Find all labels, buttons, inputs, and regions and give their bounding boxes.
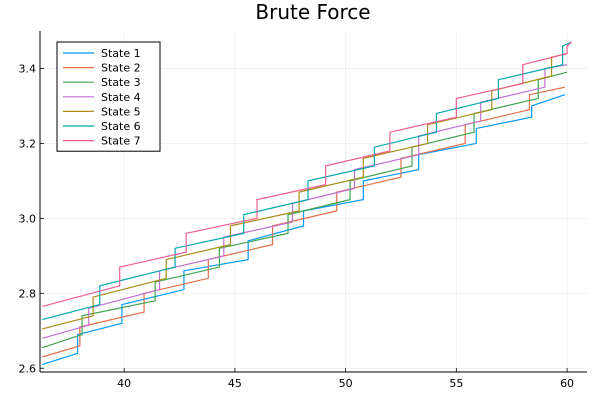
legend-label-state-3: State 3 [101, 76, 141, 89]
x-tick-label: 45 [228, 377, 242, 390]
legend-label-state-6: State 6 [101, 120, 141, 133]
tick-labels: 40 45 50 55 60 2.6 2.8 3.0 3.2 3.4 [19, 62, 575, 390]
y-tick-label: 2.8 [19, 287, 37, 300]
y-tick-label: 3.4 [19, 62, 37, 75]
y-tick-label: 2.6 [19, 362, 37, 375]
x-tick-label: 55 [449, 377, 463, 390]
y-tick-label: 3.0 [19, 212, 37, 225]
plot-area [42, 41, 572, 366]
axes [39, 31, 587, 373]
x-tick-label: 40 [117, 377, 131, 390]
legend-label-state-7: State 7 [101, 135, 141, 148]
legend-label-state-2: State 2 [101, 62, 141, 75]
series-line-state-6 [42, 41, 572, 321]
x-tick-label: 50 [339, 377, 353, 390]
legend-label-state-1: State 1 [101, 47, 141, 60]
legend-label-state-5: State 5 [101, 105, 141, 118]
y-tick-label: 3.2 [19, 137, 37, 150]
chart-title: Brute Force [255, 0, 370, 24]
legend-label-state-4: State 4 [101, 91, 141, 104]
series-line-state-7 [42, 41, 572, 307]
x-tick-label: 60 [560, 377, 574, 390]
